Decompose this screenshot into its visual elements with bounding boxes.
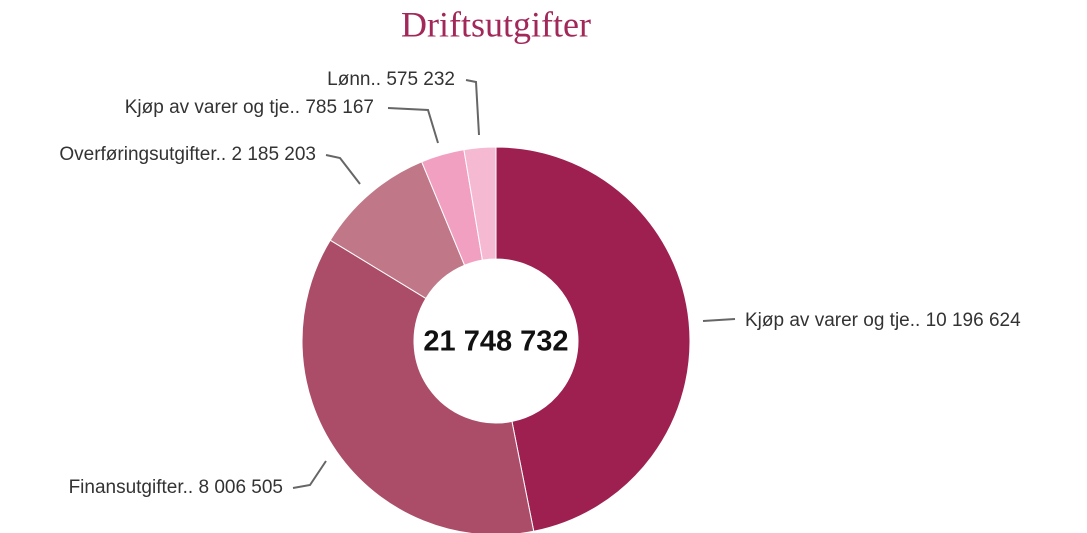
slice-category: Kjøp av varer og tje.. <box>745 310 920 331</box>
donut-slice <box>495 146 691 532</box>
leader-line <box>387 107 439 144</box>
slice-label: Kjøp av varer og tje.. 10 196 624 <box>745 310 1021 331</box>
slice-value: 575 232 <box>386 69 455 90</box>
slice-label: Finansutgifter.. 8 006 505 <box>69 477 283 498</box>
leader-line <box>465 79 480 136</box>
donut-slice <box>301 239 535 533</box>
slice-category: Lønn.. <box>327 69 381 90</box>
slice-value: 8 006 505 <box>198 477 283 498</box>
slice-label: Overføringsutgifter.. 2 185 203 <box>59 144 316 165</box>
leader-line <box>292 460 327 489</box>
slice-value: 10 196 624 <box>926 310 1022 331</box>
slice-label: Lønn.. 575 232 <box>327 69 455 90</box>
slice-value: 785 167 <box>305 97 374 118</box>
slice-value: 2 185 203 <box>231 144 316 165</box>
chart-title: Driftsutgifter <box>401 4 591 44</box>
leader-line <box>702 318 736 322</box>
slice-category: Finansutgifter.. <box>69 477 194 498</box>
slice-category: Kjøp av varer og tje.. <box>125 97 300 118</box>
donut-slice <box>463 146 497 261</box>
leader-line <box>325 154 361 185</box>
slice-category: Overføringsutgifter.. <box>59 144 226 165</box>
donut-total: 21 748 732 <box>423 326 568 358</box>
slice-label: Kjøp av varer og tje.. 785 167 <box>125 97 374 118</box>
